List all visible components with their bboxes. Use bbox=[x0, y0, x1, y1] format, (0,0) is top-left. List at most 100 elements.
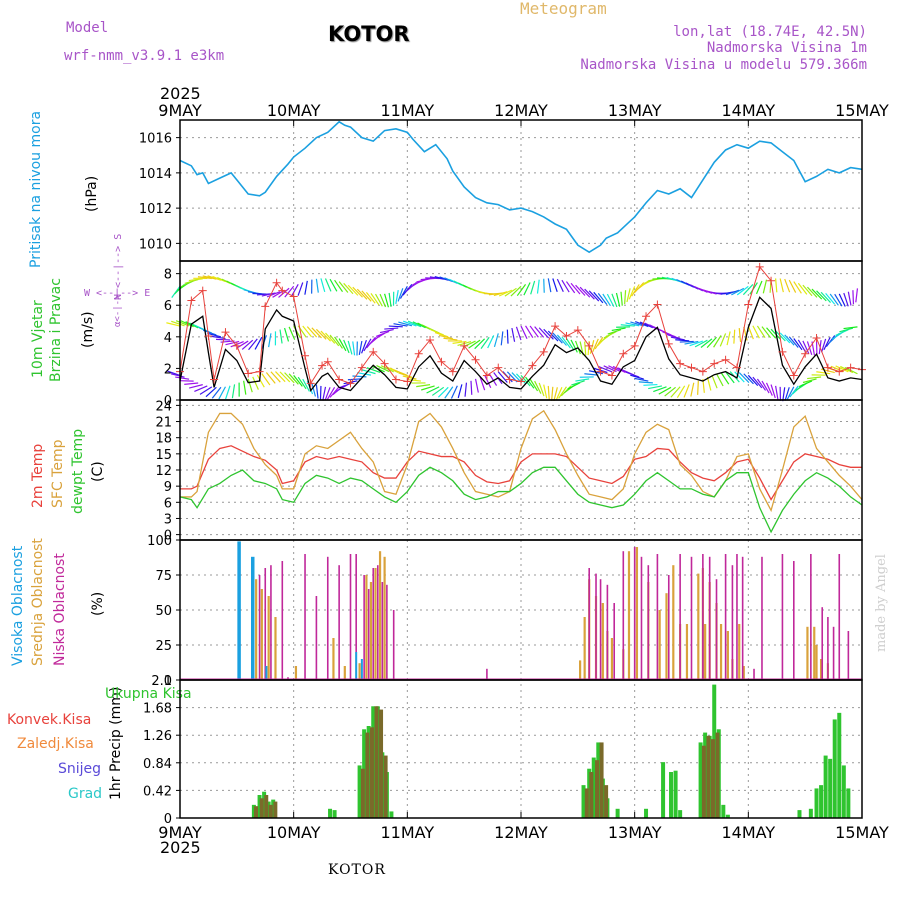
low-cloud-bar bbox=[702, 554, 704, 680]
wind-arrow bbox=[450, 385, 458, 399]
y-tick-label: 1016 bbox=[139, 132, 172, 147]
wind-arrow bbox=[370, 293, 380, 306]
wind-arrow bbox=[525, 325, 534, 339]
wind-arrow bbox=[324, 278, 332, 292]
wind-arrow bbox=[520, 374, 531, 387]
mid-cloud-bar bbox=[738, 624, 741, 680]
wind-gust-marker bbox=[272, 278, 281, 287]
wind-arrow bbox=[320, 278, 326, 293]
wind-arrow bbox=[747, 374, 759, 387]
wind-arrow bbox=[711, 374, 718, 389]
wind-arrow bbox=[487, 335, 495, 349]
y-tick-label: 21 bbox=[155, 416, 172, 431]
meteogram-label: Meteogram bbox=[520, 0, 607, 18]
wind-gust-marker bbox=[221, 328, 230, 337]
wind-arrow bbox=[324, 387, 331, 401]
wind-gust-marker bbox=[380, 359, 389, 368]
wind-gust-marker bbox=[261, 302, 270, 311]
date-label-bottom: 12MAY bbox=[494, 823, 548, 842]
wind-gust-marker bbox=[687, 363, 696, 372]
y-tick-label: 0 bbox=[164, 529, 172, 544]
wind-arrow bbox=[207, 332, 222, 338]
wind-arrow bbox=[329, 334, 340, 347]
low-cloud-bar bbox=[349, 554, 352, 680]
wind-arrow bbox=[290, 284, 299, 297]
wind-arrow bbox=[256, 374, 265, 388]
wind-gust-marker bbox=[676, 359, 685, 368]
convective-rain-bar bbox=[254, 806, 259, 818]
low-cloud-bar bbox=[821, 607, 824, 680]
date-label-bottom: 10MAY bbox=[267, 823, 321, 842]
wind-arrow bbox=[421, 385, 435, 391]
low-cloud-bar bbox=[647, 565, 650, 680]
model-elevation-label: Nadmorska Visina u modelu 579.366m bbox=[580, 57, 867, 73]
wind-arrow bbox=[366, 367, 381, 374]
wind-arrow bbox=[611, 293, 618, 308]
wind-gust-marker bbox=[460, 341, 469, 350]
date-label-bottom: 9MAY bbox=[158, 823, 202, 842]
model-label: Model bbox=[66, 20, 109, 36]
y-tick-label: 8 bbox=[164, 268, 172, 283]
wind-arrow bbox=[395, 290, 399, 305]
wind-arrow bbox=[571, 380, 585, 386]
wind-arrow bbox=[697, 380, 699, 395]
low-cloud-bar bbox=[810, 554, 812, 680]
y-tick-label: 0 bbox=[164, 812, 172, 827]
convective-rain-bar bbox=[360, 768, 365, 818]
mid-cloud-bar bbox=[665, 593, 668, 680]
wind-arrow bbox=[412, 321, 426, 329]
year-bottom: 2025 bbox=[160, 838, 201, 857]
wind-arrow bbox=[816, 371, 831, 375]
wind-gust-marker bbox=[426, 335, 435, 344]
temp-sfc-line bbox=[180, 409, 863, 513]
wind-arrow bbox=[725, 289, 740, 296]
wind-arrow bbox=[552, 278, 558, 292]
wind-arrow bbox=[565, 338, 575, 351]
wind-arrow bbox=[216, 338, 231, 341]
wind-arrow bbox=[306, 326, 318, 338]
wind-gust-marker bbox=[539, 347, 548, 356]
mid-cloud-bar bbox=[369, 582, 373, 680]
wind-arrow bbox=[279, 371, 291, 383]
wind-arrow bbox=[304, 280, 308, 295]
wind-gust-marker bbox=[505, 375, 514, 384]
aux-cloud-bar bbox=[355, 652, 358, 680]
wind-arrow bbox=[797, 339, 807, 353]
wind-arrow bbox=[474, 378, 479, 393]
wind-arrow bbox=[388, 325, 403, 328]
wind-arrow bbox=[329, 386, 340, 398]
wind-arrow bbox=[825, 292, 836, 305]
mid-cloud-bar bbox=[635, 547, 639, 680]
wind-arrow bbox=[664, 386, 676, 397]
low-cloud-bar bbox=[622, 551, 625, 680]
y-tick-label: 25 bbox=[155, 639, 172, 654]
mid-cloud-bar bbox=[583, 617, 586, 680]
wind-arrow bbox=[311, 382, 317, 397]
wind-arrow bbox=[786, 386, 795, 400]
convective-rain-bar bbox=[715, 732, 720, 818]
wind-arrow bbox=[399, 286, 408, 299]
wind-arrow bbox=[484, 374, 492, 388]
mid-cloud-bar bbox=[819, 659, 823, 680]
date-label-top: 10MAY bbox=[267, 101, 321, 120]
elevation-label: Nadmorska Visina 1m bbox=[706, 40, 867, 56]
low-cloud-bar bbox=[781, 554, 784, 680]
wind-arrow bbox=[855, 288, 859, 303]
wind-gust-marker bbox=[482, 371, 491, 380]
wind-arrow bbox=[847, 291, 852, 306]
wind-arrow bbox=[407, 320, 422, 328]
wind-arrow bbox=[479, 376, 486, 391]
wind-arrow bbox=[365, 291, 376, 304]
total-rain-bar bbox=[698, 742, 703, 818]
wind-arrow bbox=[265, 372, 276, 384]
total-rain-bar bbox=[797, 810, 802, 818]
y-tick-label: 1010 bbox=[139, 237, 172, 252]
wind-speed-line bbox=[179, 296, 863, 392]
wind-gust-marker bbox=[721, 355, 730, 364]
low-cloud-bar bbox=[599, 579, 602, 680]
wind-arrow bbox=[589, 340, 595, 354]
wind-arrow bbox=[283, 327, 290, 342]
wind-arrow bbox=[843, 292, 849, 307]
wind-arrow bbox=[302, 325, 313, 338]
y-tick-label: 3 bbox=[164, 512, 172, 527]
